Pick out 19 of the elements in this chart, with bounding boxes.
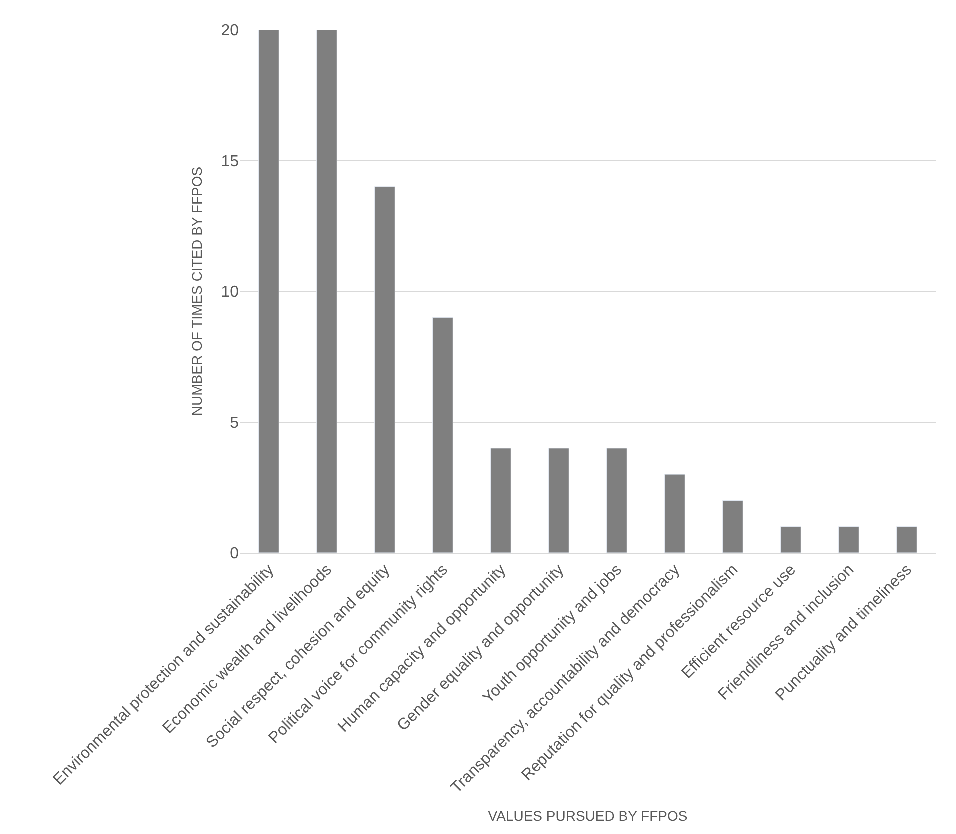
bar xyxy=(374,186,396,553)
bar xyxy=(896,526,918,553)
x-axis-title: VALUES PURSUED BY FFPOS xyxy=(488,808,688,824)
bar xyxy=(316,30,338,553)
y-tick-label: 20 xyxy=(221,22,240,40)
y-tick-label: 0 xyxy=(230,546,240,563)
y-tick-label: 15 xyxy=(221,153,240,170)
bar xyxy=(490,448,512,553)
y-tick-label: 5 xyxy=(230,414,240,432)
bar xyxy=(664,474,686,553)
bar xyxy=(606,448,628,553)
bar xyxy=(258,30,280,553)
bar xyxy=(548,448,570,553)
bar xyxy=(780,526,802,553)
y-axis-title: NUMBER OF TIMES CITED BY FFPOS xyxy=(188,166,205,416)
bar xyxy=(722,500,744,553)
bar xyxy=(838,526,860,553)
bar xyxy=(432,317,454,553)
y-tick-label: 10 xyxy=(221,284,240,302)
